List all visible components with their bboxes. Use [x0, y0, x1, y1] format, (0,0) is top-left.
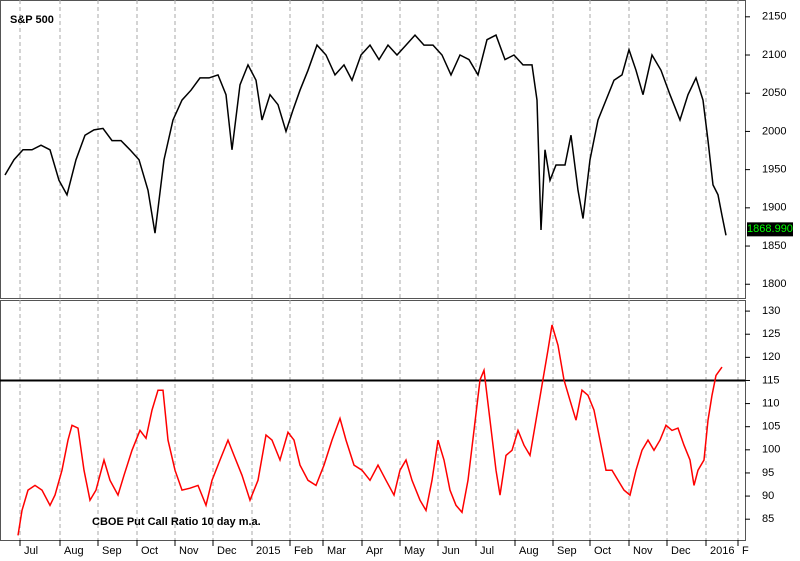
- x-tick-label: F: [742, 545, 749, 557]
- y-tick-label: 115: [762, 374, 780, 386]
- x-tick-label: Jun: [442, 545, 460, 557]
- x-tick-label: Sep: [557, 545, 577, 557]
- x-tick-label: Jul: [24, 545, 38, 557]
- x-tick-label: Sep: [102, 545, 122, 557]
- x-tick-label: Aug: [64, 545, 84, 557]
- series-line: [4, 33, 727, 236]
- y-tick-label: 105: [762, 421, 780, 433]
- y-tick-label: 130: [762, 305, 780, 317]
- last-value-label: 1868.990: [747, 223, 793, 235]
- x-tick-label: May: [404, 545, 425, 557]
- series-line: [17, 324, 723, 536]
- x-tick-label: Nov: [179, 545, 199, 557]
- panel-title: S&P 500: [10, 14, 54, 26]
- y-tick-label: 95: [762, 467, 774, 479]
- y-tick-label: 120: [762, 351, 780, 363]
- x-tick-label: Feb: [294, 545, 313, 557]
- x-tick-label: Mar: [327, 545, 346, 557]
- y-tick-label: 1800: [762, 278, 786, 290]
- y-tick-label: 2100: [762, 49, 786, 61]
- x-tick-label: 2015: [256, 545, 280, 557]
- x-tick-label: Dec: [217, 545, 237, 557]
- x-tick-label: 2016: [710, 545, 734, 557]
- y-tick-label: 90: [762, 490, 774, 502]
- y-tick-label: 1950: [762, 164, 786, 176]
- x-tick-label: Oct: [594, 545, 611, 557]
- y-tick-label: 2000: [762, 125, 786, 137]
- y-tick-label: 1850: [762, 240, 786, 252]
- y-tick-label: 125: [762, 328, 780, 340]
- y-tick-label: 110: [762, 397, 780, 409]
- y-tick-label: 100: [762, 444, 780, 456]
- panel-frame: [0, 300, 746, 541]
- y-tick-label: 2050: [762, 87, 786, 99]
- x-tick-label: Aug: [519, 545, 539, 557]
- panel-title: CBOE Put Call Ratio 10 day m.a.: [92, 516, 261, 528]
- x-tick-label: Apr: [366, 545, 383, 557]
- x-tick-label: Jul: [480, 545, 494, 557]
- x-tick-label: Nov: [633, 545, 653, 557]
- panel-frame: [0, 0, 746, 299]
- x-tick-label: Oct: [141, 545, 158, 557]
- last-value-box: [747, 222, 793, 237]
- y-tick-label: 2150: [762, 11, 786, 23]
- y-tick-label: 1900: [762, 202, 786, 214]
- x-tick-label: Dec: [671, 545, 691, 557]
- y-tick-label: 85: [762, 513, 774, 525]
